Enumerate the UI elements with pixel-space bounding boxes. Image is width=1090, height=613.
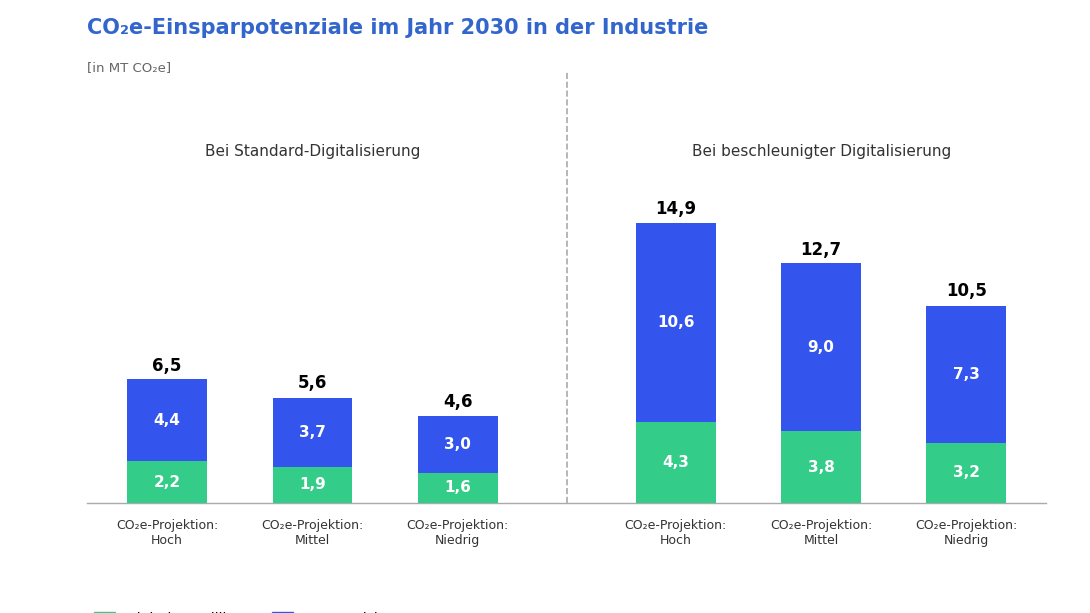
Bar	[635, 422, 716, 503]
Text: 4,4: 4,4	[154, 413, 181, 428]
Bar	[272, 398, 352, 467]
Legend: Digitaler Zwilling, Automatisierung: Digitaler Zwilling, Automatisierung	[94, 612, 420, 613]
Text: 4,3: 4,3	[663, 455, 689, 470]
Bar	[782, 262, 861, 432]
Text: 2,2: 2,2	[154, 474, 181, 490]
Text: CO₂e-Einsparpotenziale im Jahr 2030 in der Industrie: CO₂e-Einsparpotenziale im Jahr 2030 in d…	[87, 18, 709, 39]
Text: 7,3: 7,3	[953, 367, 980, 382]
Text: 9,0: 9,0	[808, 340, 835, 354]
Text: Bei beschleunigter Digitalisierung: Bei beschleunigter Digitalisierung	[691, 145, 950, 159]
Text: Bei Standard-Digitalisierung: Bei Standard-Digitalisierung	[205, 145, 420, 159]
Text: 10,5: 10,5	[946, 282, 986, 300]
Bar	[635, 223, 716, 422]
Bar	[926, 443, 1006, 503]
Text: 1,6: 1,6	[445, 480, 471, 495]
Bar	[128, 379, 207, 462]
Text: 4,6: 4,6	[443, 393, 473, 411]
Text: 14,9: 14,9	[655, 200, 697, 218]
Bar	[272, 467, 352, 503]
Text: 10,6: 10,6	[657, 315, 694, 330]
Text: 12,7: 12,7	[800, 241, 841, 259]
Text: 3,7: 3,7	[299, 425, 326, 440]
Text: 5,6: 5,6	[298, 374, 327, 392]
Bar	[782, 432, 861, 503]
Text: 6,5: 6,5	[153, 357, 182, 375]
Bar	[417, 473, 498, 503]
Text: 3,0: 3,0	[445, 437, 471, 452]
Text: 3,2: 3,2	[953, 465, 980, 480]
Text: [in MT CO₂e]: [in MT CO₂e]	[87, 61, 171, 74]
Bar	[926, 306, 1006, 443]
Text: 3,8: 3,8	[808, 460, 835, 474]
Bar	[128, 462, 207, 503]
Bar	[417, 416, 498, 473]
Text: 1,9: 1,9	[299, 478, 326, 492]
